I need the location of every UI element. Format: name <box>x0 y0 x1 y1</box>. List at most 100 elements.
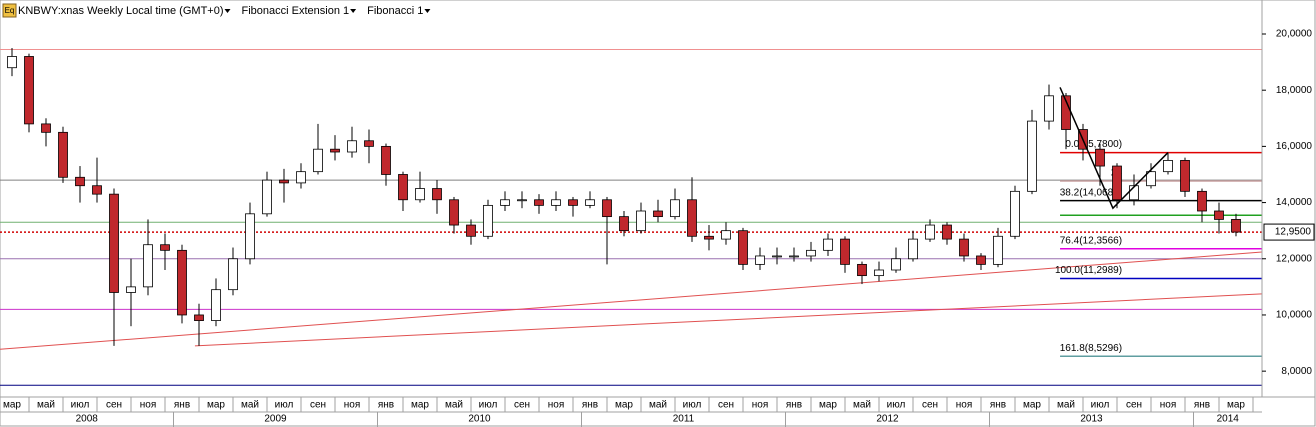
fib-label: 0.0(15,7800) <box>1065 139 1122 150</box>
x-tick-label: мар <box>207 400 225 411</box>
candle-body <box>1129 185 1139 201</box>
symbol-icon-text: Eq <box>5 6 15 15</box>
candle-body <box>925 224 935 240</box>
candle-body <box>279 179 289 184</box>
x-tick-label: мар <box>819 400 837 411</box>
trendline <box>194 293 1262 347</box>
candle-body <box>211 289 221 321</box>
candle-body <box>1231 219 1241 233</box>
candle-body <box>1095 148 1105 167</box>
candle-body <box>568 199 578 206</box>
candle-body <box>670 199 680 218</box>
x-tick-label: май <box>37 400 55 411</box>
y-tick-label: 10,0000 <box>1276 310 1313 321</box>
year-label: 2010 <box>468 414 491 425</box>
candle-body <box>636 210 646 232</box>
candle-body <box>41 123 51 133</box>
year-label: 2008 <box>76 414 99 425</box>
candle-body <box>1214 210 1224 220</box>
x-tick-label: май <box>241 400 259 411</box>
candle-body <box>1010 190 1020 237</box>
candle-body <box>228 258 238 291</box>
x-tick-label: июл <box>887 400 906 411</box>
y-tick-label: 18,0000 <box>1276 85 1313 96</box>
candle-body <box>823 238 833 251</box>
candle-body <box>1027 120 1037 192</box>
dropdown-arrow[interactable] <box>424 9 431 13</box>
candle-body <box>449 199 459 226</box>
candle-body <box>738 230 748 265</box>
candle-body <box>1180 160 1190 192</box>
x-tick-label: ноя <box>752 400 769 411</box>
x-tick-label: ноя <box>548 400 565 411</box>
x-tick-label: сен <box>310 400 326 411</box>
candle-body <box>874 269 884 277</box>
candle-body <box>857 263 867 277</box>
x-tick-label: май <box>649 400 667 411</box>
candle-body <box>959 238 969 257</box>
candle-body <box>840 238 850 265</box>
x-tick-label: мар <box>1227 400 1245 411</box>
plot-background <box>0 0 1263 398</box>
candle-body <box>58 131 68 178</box>
y-tick-label: 8,0000 <box>1281 366 1312 377</box>
x-tick-label: мар <box>411 400 429 411</box>
year-label: 2009 <box>264 414 287 425</box>
candle-body <box>755 255 765 265</box>
candle-body <box>75 176 85 187</box>
candle-body <box>7 56 17 69</box>
candle-body <box>330 148 340 153</box>
candle-body <box>602 199 612 218</box>
y-tick-label: 20,0000 <box>1276 29 1313 40</box>
x-tick-label: июл <box>275 400 294 411</box>
x-tick-label: июл <box>71 400 90 411</box>
candle-body <box>483 204 493 237</box>
candle-body <box>381 145 391 175</box>
candle-body <box>551 199 561 206</box>
header-item[interactable]: Fibonacci Extension 1 <box>242 5 350 17</box>
y-tick-label: 14,0000 <box>1276 197 1313 208</box>
price-axis <box>1261 0 1316 398</box>
trendline <box>0 251 1262 350</box>
dropdown-arrow[interactable] <box>224 9 231 13</box>
year-label: 2013 <box>1080 414 1103 425</box>
fib-label: 38.2(14,0682) <box>1060 187 1122 198</box>
candle-body <box>1163 160 1173 173</box>
dropdown-arrow[interactable] <box>350 9 357 13</box>
x-tick-label: янв <box>582 400 598 411</box>
x-tick-label: июл <box>683 400 702 411</box>
candle-body <box>143 244 153 288</box>
candle-body <box>347 140 357 153</box>
x-tick-label: июл <box>479 400 498 411</box>
last-price-label: 12,9500 <box>1275 227 1312 238</box>
symbol-icon <box>2 3 17 18</box>
plot-area: 0.0(15,7800)2338.2(14,0682)76.4(12,3566)… <box>0 48 1262 386</box>
x-tick-label: янв <box>786 400 802 411</box>
header-item[interactable]: Fibonacci 1 <box>367 5 423 17</box>
fib-path <box>1059 87 1169 210</box>
x-tick-label: сен <box>718 400 734 411</box>
candle-body <box>1044 95 1054 122</box>
year-label: 2011 <box>673 414 695 425</box>
candle-body <box>1146 171 1156 187</box>
candle-body <box>500 199 510 206</box>
candle-body <box>585 199 595 206</box>
x-tick-label: июл <box>1091 400 1110 411</box>
candle-body <box>432 188 442 201</box>
x-tick-label: ноя <box>956 400 973 411</box>
x-tick-label: мар <box>615 400 633 411</box>
candle-body <box>262 179 272 215</box>
x-tick-label: мар <box>1023 400 1041 411</box>
candle-body <box>687 199 697 237</box>
x-tick-label: ноя <box>1160 400 1177 411</box>
year-label: 2012 <box>876 414 899 425</box>
header-item[interactable]: KNBWY:xnas Weekly Local time (GMT+0) <box>18 5 224 17</box>
candle-body <box>313 148 323 173</box>
candle-body <box>1112 165 1122 201</box>
x-tick-label: май <box>853 400 871 411</box>
x-tick-label: ноя <box>140 400 157 411</box>
candle-body <box>1197 190 1207 212</box>
candle-body <box>245 213 255 260</box>
candle-body <box>160 244 170 251</box>
